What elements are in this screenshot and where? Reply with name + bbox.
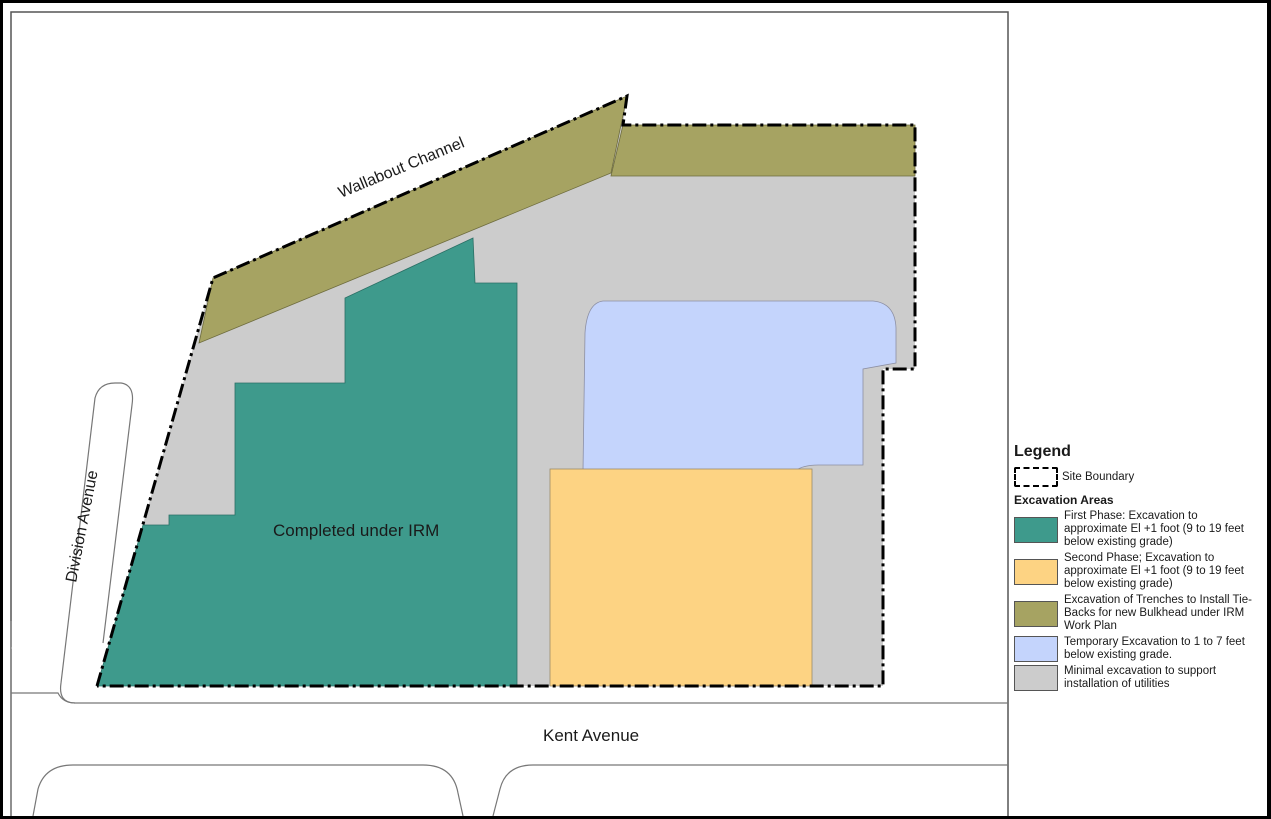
kent-avenue-label: Kent Avenue bbox=[543, 726, 639, 745]
legend-item-label: First Phase: Excavation to approximate E… bbox=[1064, 510, 1244, 548]
legend-site-boundary: Site Boundary bbox=[1012, 467, 1264, 487]
legend-items: First Phase: Excavation to approximate E… bbox=[1012, 510, 1264, 691]
division-avenue-island bbox=[59, 382, 134, 704]
site-boundary-swatch bbox=[1014, 467, 1058, 487]
legend-item-minimal: Minimal excavation to support installati… bbox=[1012, 665, 1264, 691]
legend-item-trenches: Excavation of Trenches to Install Tie-Ba… bbox=[1012, 594, 1264, 633]
legend-swatch bbox=[1014, 516, 1058, 543]
legend-item-label: Excavation of Trenches to Install Tie-Ba… bbox=[1064, 594, 1252, 632]
legend-item-label: Temporary Excavation to 1 to 7 feet belo… bbox=[1064, 636, 1245, 661]
legend-item-first-phase: First Phase: Excavation to approximate E… bbox=[1012, 510, 1264, 549]
legend-title: Legend bbox=[1014, 443, 1071, 460]
legend-item-temporary: Temporary Excavation to 1 to 7 feet belo… bbox=[1012, 636, 1264, 662]
first-phase-area bbox=[96, 237, 518, 687]
legend-item-label: Second Phase; Excavation to approximate … bbox=[1064, 552, 1244, 590]
site-map: Wallabout Channel Division Avenue Kent A… bbox=[10, 11, 1009, 816]
legend-item-label: Minimal excavation to support installati… bbox=[1064, 665, 1217, 690]
site-boundary-label: Site Boundary bbox=[1062, 470, 1135, 483]
legend-section-title: Excavation Areas bbox=[1014, 493, 1114, 507]
second-phase-area bbox=[549, 468, 813, 687]
south-block-right bbox=[492, 764, 1008, 816]
irm-label: Completed under IRM bbox=[273, 521, 439, 540]
legend: Legend Site Boundary Excavation Areas Fi… bbox=[1012, 443, 1264, 694]
legend-item-second-phase: Second Phase; Excavation to approximate … bbox=[1012, 552, 1264, 591]
legend-swatch bbox=[1014, 600, 1058, 627]
south-block-left bbox=[32, 764, 464, 816]
map-canvas: Wallabout Channel Division Avenue Kent A… bbox=[3, 3, 1267, 816]
site-boundary-line bbox=[95, 93, 917, 688]
legend-swatch bbox=[1014, 665, 1058, 691]
legend-swatch bbox=[1014, 636, 1058, 662]
temporary-excavation-area bbox=[582, 300, 897, 472]
trench-area-east bbox=[610, 124, 916, 177]
legend-swatch bbox=[1014, 558, 1058, 585]
